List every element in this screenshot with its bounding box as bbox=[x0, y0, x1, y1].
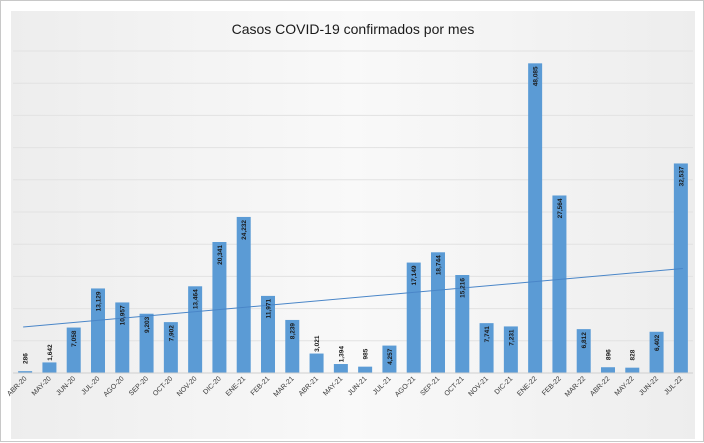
bar bbox=[431, 252, 445, 373]
bar bbox=[528, 63, 543, 373]
bar bbox=[91, 288, 105, 373]
bar bbox=[42, 362, 57, 373]
data-label: 24,232 bbox=[241, 220, 248, 240]
data-label: 48,085 bbox=[533, 66, 540, 86]
data-label: 7,741 bbox=[484, 326, 491, 343]
bar bbox=[576, 329, 591, 373]
data-label: 1,394 bbox=[338, 346, 345, 363]
data-label: 11,971 bbox=[265, 299, 272, 319]
data-label: 896 bbox=[605, 349, 612, 360]
bar bbox=[139, 313, 154, 373]
bar bbox=[625, 367, 640, 373]
bar bbox=[333, 364, 348, 373]
bar bbox=[406, 262, 421, 373]
data-label: 828 bbox=[630, 349, 637, 360]
bar bbox=[188, 286, 203, 373]
trendline bbox=[23, 267, 683, 328]
data-label: 27,564 bbox=[557, 198, 564, 218]
bar bbox=[236, 216, 251, 373]
data-label: 13,129 bbox=[95, 291, 102, 311]
bar bbox=[18, 371, 33, 373]
data-label: 6,402 bbox=[654, 334, 661, 351]
data-label: 10,957 bbox=[120, 305, 127, 325]
data-label: 13,464 bbox=[193, 289, 200, 309]
data-label: 985 bbox=[363, 348, 370, 359]
data-label: 6,812 bbox=[581, 332, 588, 349]
bar-series bbox=[18, 63, 688, 373]
data-label: 4,257 bbox=[387, 348, 394, 365]
bar bbox=[66, 327, 81, 373]
data-label: 8,239 bbox=[290, 323, 297, 340]
data-label: 15,216 bbox=[460, 278, 467, 298]
bar bbox=[115, 302, 130, 373]
bar bbox=[503, 326, 518, 373]
bar bbox=[455, 275, 470, 373]
data-label: 7,231 bbox=[508, 329, 515, 346]
bar bbox=[212, 242, 227, 373]
data-label: 18,744 bbox=[435, 255, 442, 275]
data-label: 7,058 bbox=[71, 330, 78, 347]
chart-title: Casos COVID-19 confirmados por mes bbox=[232, 21, 475, 37]
bar bbox=[601, 367, 615, 373]
data-label: 32,537 bbox=[678, 166, 685, 186]
data-label: 286 bbox=[23, 353, 30, 364]
data-label: 3,021 bbox=[314, 335, 321, 352]
plot-area-background bbox=[11, 11, 695, 439]
trendline-layer bbox=[23, 267, 683, 328]
data-label: 7,902 bbox=[168, 325, 175, 342]
bar bbox=[309, 353, 324, 373]
data-label: 17,149 bbox=[411, 265, 418, 285]
bar bbox=[285, 319, 300, 373]
bar bbox=[649, 331, 664, 373]
data-label: 9,203 bbox=[144, 316, 151, 333]
data-label: 20,341 bbox=[217, 245, 224, 265]
bar bbox=[163, 322, 178, 373]
data-label: 1,642 bbox=[47, 344, 54, 361]
bar bbox=[261, 295, 275, 373]
data-labels: 286 1,642 7,058 13,129 10,957 9,203 7,902 13,46… bbox=[23, 66, 686, 365]
bar bbox=[552, 195, 567, 373]
bar bbox=[382, 345, 397, 373]
bar bbox=[479, 323, 494, 373]
bar bbox=[358, 366, 373, 373]
